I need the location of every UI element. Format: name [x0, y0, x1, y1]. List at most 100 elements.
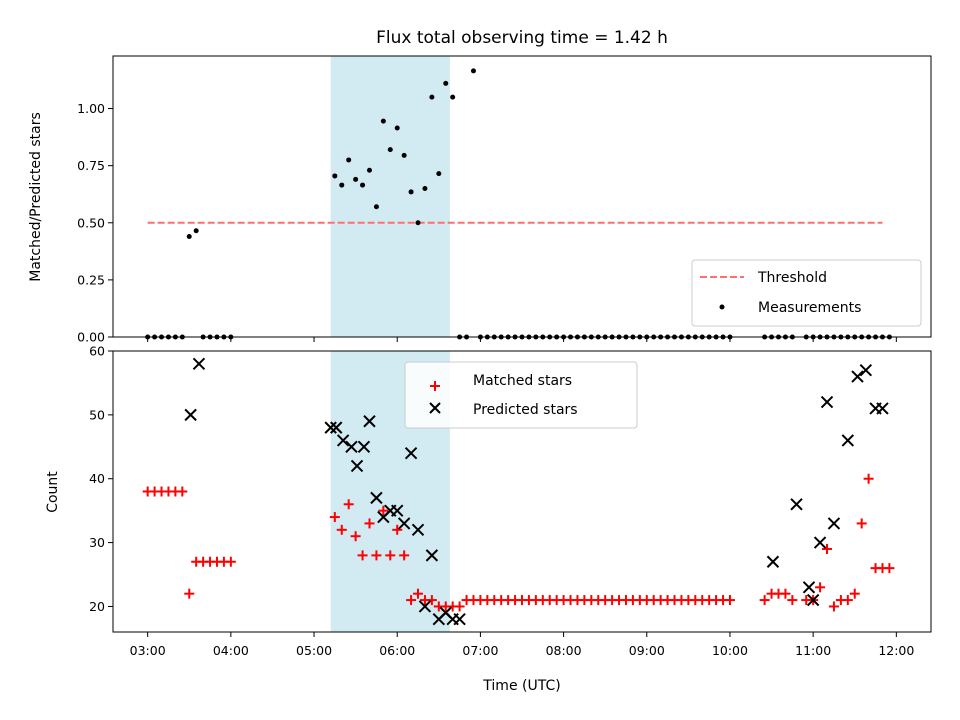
x-tick-label: 09:00: [629, 643, 665, 658]
measurement-point: [470, 68, 476, 74]
measurement-point: [443, 80, 449, 86]
measurement-point: [450, 94, 456, 100]
matched-star-point: [822, 543, 833, 554]
predicted-star-point: [802, 581, 816, 594]
top-x-ticks: [147, 337, 897, 342]
predicted-star-point: [397, 517, 411, 530]
top-y-tick-label: 0.00: [77, 330, 105, 345]
predicted-star-point: [336, 434, 350, 447]
x-tick-label: 08:00: [546, 643, 582, 658]
measurement-point: [436, 171, 442, 177]
top-y-tick-label: 0.75: [77, 158, 105, 173]
legend-matched-swatch: [430, 381, 440, 391]
top-axes-frame: [112, 55, 932, 338]
measurement-point: [193, 228, 199, 234]
bottom-y-tick-label: 40: [89, 471, 105, 486]
measurement-point: [401, 152, 407, 158]
measurement-point: [366, 167, 372, 173]
measurement-point: [186, 233, 192, 239]
matched-star-point: [849, 588, 860, 599]
matched-star-point: [759, 595, 770, 606]
predicted-star-point: [790, 498, 803, 511]
matched-star-point: [884, 563, 895, 574]
matched-star-point: [413, 588, 424, 599]
predicted-star-point: [425, 549, 439, 562]
x-tick-label: 04:00: [213, 643, 249, 658]
top-y-tick-label: 1.00: [77, 101, 105, 116]
predicted-star-point: [357, 440, 371, 454]
predicted-star-point: [766, 555, 780, 568]
legend-measurements-swatch: [719, 304, 725, 310]
legend-predicted-label: Predicted stars: [473, 402, 578, 418]
matched-star-point: [336, 524, 347, 535]
x-tick-label: 07:00: [462, 643, 498, 658]
matched-star-point: [780, 588, 791, 599]
bottom-y-tick-label: 20: [89, 599, 105, 614]
predicted-star-point: [851, 370, 864, 383]
predicted-star-point: [876, 402, 889, 415]
matched-star-point: [724, 595, 735, 606]
predicted-star-point: [363, 415, 376, 428]
bottom-y-tick-label: 30: [89, 535, 105, 550]
predicted-star-point: [184, 408, 197, 422]
matched-star-point: [392, 524, 403, 535]
matched-star-point: [787, 595, 798, 606]
measurement-point: [380, 118, 386, 124]
legend-threshold-label: Threshold: [757, 270, 827, 286]
predicted-star-point: [806, 593, 820, 607]
x-tick-label: 05:00: [296, 643, 332, 658]
matched-star-point: [343, 499, 354, 510]
top-series-layer: [145, 68, 892, 340]
matched-star-point: [399, 550, 410, 561]
bottom-axes-frame: [112, 350, 932, 633]
matched-star-point: [177, 486, 188, 497]
predicted-star-point: [453, 613, 466, 626]
bottom-y-axis: 20 30 40 50 60: [89, 344, 113, 614]
measurement-point: [360, 182, 366, 188]
measurement-point: [394, 125, 400, 131]
top-shaded-span: [330, 56, 450, 337]
legend-measurements-label: Measurements: [758, 300, 861, 316]
bottom-series-layer: [142, 357, 895, 626]
predicted-star-point: [330, 421, 343, 434]
x-tick-label: 06:00: [379, 643, 415, 658]
measurement-point: [339, 182, 345, 188]
matched-star-point: [378, 505, 389, 516]
predicted-star-point: [411, 523, 425, 537]
predicted-star-point: [404, 446, 418, 460]
matched-star-point: [184, 588, 195, 599]
predicted-star-point: [350, 459, 364, 473]
measurement-point: [387, 147, 393, 153]
predicted-star-point: [370, 491, 383, 505]
matched-star-point: [426, 595, 437, 606]
predicted-star-point: [391, 504, 404, 517]
matched-star-point: [828, 601, 839, 612]
predicted-star-point: [192, 357, 206, 370]
top-y-axis-label: Matched/Predicted stars: [28, 112, 44, 282]
top-y-axis: 0.00 0.25 0.50 0.75 1.00: [77, 101, 113, 345]
predicted-star-point: [841, 434, 855, 447]
matched-star-point: [329, 512, 340, 523]
measurement-point: [353, 176, 359, 182]
predicted-star-point: [324, 421, 337, 434]
measurement-point: [429, 94, 435, 100]
matched-star-point: [842, 595, 853, 606]
matched-star-point: [454, 601, 465, 612]
legend-matched-label: Matched stars: [473, 373, 572, 389]
matched-star-point: [863, 473, 874, 484]
x-tick-label: 11:00: [795, 643, 831, 658]
top-y-tick-label: 0.25: [77, 272, 105, 287]
top-legend: Threshold Measurements: [691, 259, 922, 327]
predicted-star-point: [859, 363, 873, 377]
matched-star-point: [371, 550, 382, 561]
predicted-star-point: [813, 536, 827, 549]
predicted-star-point: [418, 600, 432, 613]
matched-star-point: [350, 531, 361, 542]
matched-star-point: [815, 582, 826, 593]
matched-star-point: [357, 550, 368, 561]
predicted-star-point: [827, 517, 841, 530]
bottom-y-tick-label: 50: [89, 407, 105, 422]
top-y-tick-label: 0.50: [77, 215, 105, 230]
